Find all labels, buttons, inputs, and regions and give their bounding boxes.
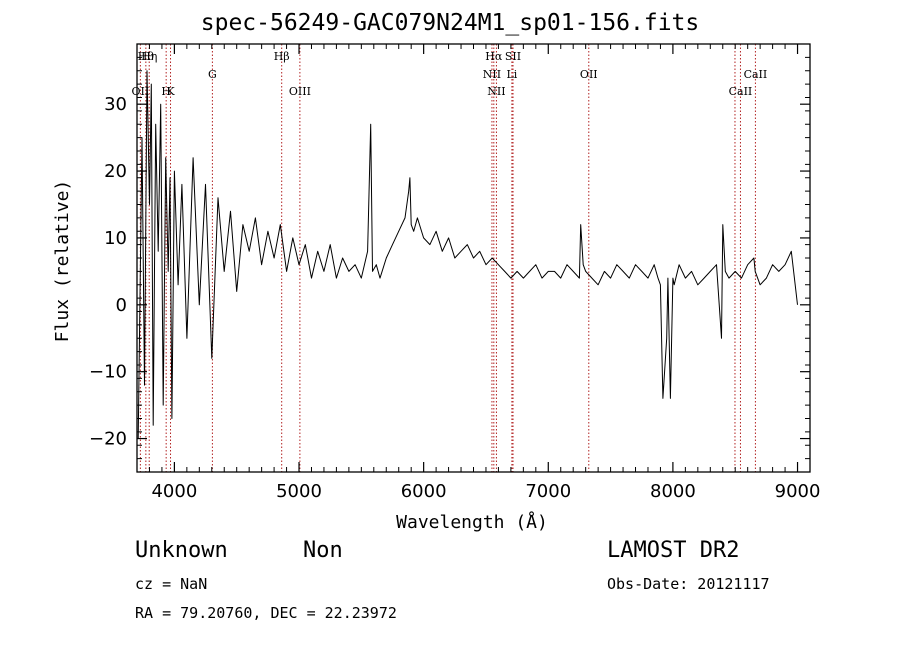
line-label: K xyxy=(166,85,175,98)
subclass-label: Non xyxy=(303,538,343,563)
y-tick-label: −20 xyxy=(89,429,127,450)
series-layer xyxy=(137,70,798,439)
x-tick-label: 4000 xyxy=(151,481,197,502)
line-label: CaII xyxy=(744,68,768,81)
line-label: OII xyxy=(580,68,598,81)
line-label: G xyxy=(208,68,217,81)
y-tick-label: 30 xyxy=(104,94,127,115)
x-axis-label: Wavelength (Å) xyxy=(396,511,548,533)
line-marker-layer xyxy=(139,44,756,472)
redshift-label: cz = NaN xyxy=(135,575,208,593)
line-label: H xyxy=(161,85,171,98)
x-tick-label: 5000 xyxy=(276,481,322,502)
line-label: Hβ xyxy=(274,50,290,63)
line-label: NII xyxy=(487,85,505,98)
line-label: OIII xyxy=(289,85,311,98)
y-tick-label: 10 xyxy=(104,228,127,249)
line-label: OII xyxy=(132,85,150,98)
x-tick-label: 8000 xyxy=(650,481,696,502)
x-tick-label: 9000 xyxy=(775,481,821,502)
y-tick-label: −10 xyxy=(89,362,127,383)
classification-label: Unknown xyxy=(135,538,228,563)
chart-title: spec-56249-GAC079N24M1_sp01-156.fits xyxy=(200,10,700,36)
spectrum-line xyxy=(137,70,798,439)
obs-date-label: Obs-Date: 20121117 xyxy=(607,575,770,593)
line-label: Hη xyxy=(141,50,157,63)
x-tick-label: 7000 xyxy=(525,481,571,502)
coordinates-label: RA = 79.20760, DEC = 22.23972 xyxy=(135,604,397,622)
line-label: Hα xyxy=(485,50,503,63)
y-tick-label: 20 xyxy=(104,161,127,182)
x-tick-label: 6000 xyxy=(401,481,447,502)
ticks-layer: 4000 5000 6000 7000 8000 9000 −20 −10 0 10 20 30 xyxy=(89,43,821,502)
line-label: CaII xyxy=(729,85,753,98)
line-label: SII xyxy=(505,50,521,63)
survey-label: LAMOST DR2 xyxy=(607,538,740,563)
line-label: NII xyxy=(483,68,501,81)
line-label: Li xyxy=(506,68,517,81)
y-tick-label: 0 xyxy=(116,295,127,316)
y-axis-label: Flux (relative) xyxy=(52,180,73,343)
line-label: Hθ xyxy=(138,50,155,63)
